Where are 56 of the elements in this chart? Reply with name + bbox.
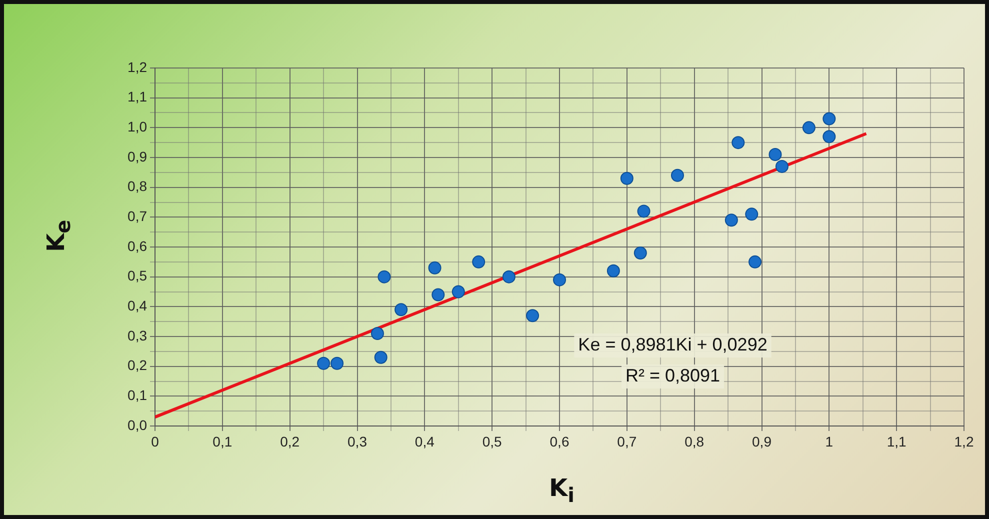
- point: [394, 303, 408, 316]
- point: [634, 246, 647, 260]
- x-tick-label: 0,1: [212, 433, 232, 450]
- y-tick-label: 0,4: [128, 298, 148, 314]
- y-tick-label: 0,6: [128, 238, 148, 254]
- y-tick-label: 1,1: [128, 88, 148, 105]
- x-tick-label: 1,1: [886, 433, 907, 450]
- x-tick-label: 0,9: [752, 433, 772, 450]
- y-tick-label: 1,2: [128, 58, 148, 75]
- annotation: Ke = 0,8981Ki + 0,0292: [578, 334, 768, 354]
- point: [620, 172, 634, 185]
- point: [317, 356, 330, 370]
- point: [775, 160, 788, 173]
- point: [637, 204, 650, 218]
- y-tick-label: 0,5: [128, 268, 148, 284]
- point: [802, 121, 816, 134]
- point: [745, 208, 758, 221]
- point: [374, 350, 388, 364]
- x-tick-label: 1,2: [954, 433, 974, 450]
- point: [822, 130, 836, 144]
- y-tick-label: 0,2: [128, 357, 148, 374]
- y-tick-label: 0,8: [128, 178, 148, 194]
- x-axis-title: K$_{i}$: [549, 474, 574, 507]
- y-tick-label: 0,3: [128, 327, 148, 344]
- y-tick-label: 1,0: [128, 118, 148, 135]
- point: [452, 285, 465, 298]
- x-tick-label: 0,3: [348, 433, 368, 450]
- point: [428, 261, 442, 274]
- point: [822, 112, 836, 126]
- annotation: R² = 0,8091: [625, 365, 720, 386]
- point: [748, 255, 762, 268]
- point: [606, 264, 620, 278]
- x-tick-label: 0,2: [280, 433, 300, 450]
- y-tick-label: 0,0: [128, 416, 148, 433]
- point: [472, 255, 486, 268]
- x-tick-label: 0,4: [414, 433, 435, 450]
- x-tick-label: 0,6: [550, 433, 570, 450]
- point: [330, 356, 344, 370]
- y-tick-label: 0,9: [128, 148, 148, 164]
- x-tick-label: 0,5: [482, 433, 502, 450]
- point: [724, 214, 738, 227]
- point: [670, 168, 684, 182]
- x-tick-label: 0,8: [684, 433, 704, 450]
- point: [732, 136, 745, 150]
- point: [553, 273, 566, 286]
- point: [378, 270, 391, 284]
- x-tick-label: 0,7: [617, 433, 637, 450]
- point: [432, 288, 445, 302]
- x-tick-label: 1: [825, 433, 834, 450]
- point: [502, 270, 516, 284]
- y-tick-label: 0,1: [128, 387, 148, 404]
- point: [370, 327, 384, 340]
- point: [526, 309, 540, 322]
- y-tick-label: 0,7: [128, 208, 148, 224]
- point: [768, 148, 782, 162]
- x-tick-label: 0: [151, 433, 160, 450]
